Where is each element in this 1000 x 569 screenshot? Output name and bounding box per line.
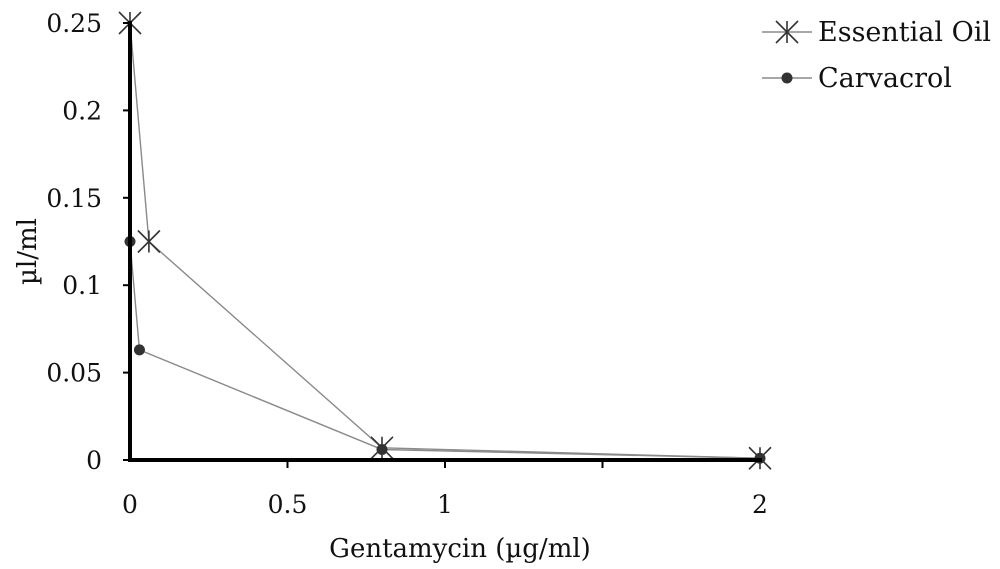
x-tick-label: 0: [122, 490, 138, 519]
y-tick-label: 0.15: [46, 184, 102, 213]
legend-item-1: Carvacrol: [762, 63, 952, 94]
y-tick-label: 0: [86, 446, 102, 475]
series-line-0: [129, 22, 761, 459]
x-tick-label: 2: [752, 490, 768, 519]
legend: Essential Oil Carvacrol: [762, 17, 991, 94]
y-tick-label: 0.2: [62, 96, 102, 125]
y-tick-label: 0.05: [46, 359, 102, 388]
y-tick-label: 0.25: [46, 9, 102, 38]
data-point-0-1: [137, 229, 161, 254]
x-tick-label: 0.5: [268, 490, 308, 519]
legend-label: Essential Oil: [818, 17, 991, 48]
x-axis-title: Gentamycin (µg/ml): [329, 534, 591, 564]
ticks-layer: 0 0.05 0.1 0.15 0.2 0.25 0 0.5 1 2: [46, 9, 768, 519]
legend-label: Carvacrol: [818, 63, 952, 94]
series-layer: [118, 11, 772, 470]
x-tick-label: 1: [437, 490, 453, 519]
data-point-1-2: [376, 444, 388, 456]
legend-marker: [775, 20, 799, 44]
legend-item-0: Essential Oil: [762, 17, 991, 48]
legend-marker: [781, 72, 793, 84]
y-tick-label: 0.1: [62, 271, 102, 300]
data-point-1-1: [133, 344, 145, 356]
y-axis-title: µl/ml: [13, 218, 43, 285]
series-line-1: [129, 241, 761, 459]
